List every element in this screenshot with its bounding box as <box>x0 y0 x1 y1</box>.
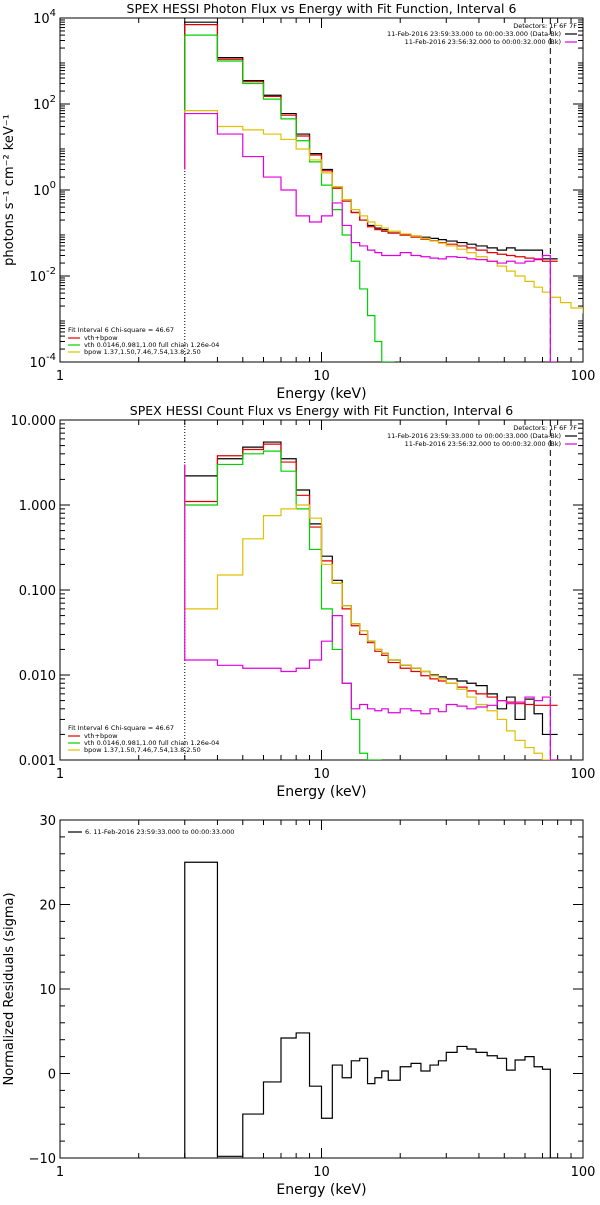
x-tick-label: 1 <box>56 369 64 384</box>
series-line-5 <box>184 112 558 362</box>
y-tick-base: −10 <box>29 1152 56 1167</box>
y-tick-label: 100 <box>33 180 56 199</box>
y-tick-label: 0 <box>48 1068 56 1083</box>
series-line-3 <box>184 450 382 760</box>
fit-legend-header: Fit Interval 6 Chi-square = 46.67 <box>68 724 174 732</box>
y-tick-base: 10 <box>33 12 50 27</box>
y-tick-label: 0.001 <box>19 754 56 769</box>
fit-legend-entry: vth+bpow <box>84 334 118 342</box>
y-tick-label: 10.000 <box>11 414 57 429</box>
y-tick-label: 10 <box>39 983 56 998</box>
legend-entry-text: 6. 11-Feb-2016 23:59:33.000 to 00:00:33.… <box>85 828 234 836</box>
fit-legend-entry: bpow 1.37,1.50,7.46,7.54,13.8,2.50 <box>84 746 201 754</box>
x-tick-label: 10 <box>313 767 330 782</box>
series-line-1 <box>184 441 558 736</box>
y-tick-base: 30 <box>39 814 56 829</box>
y-tick-label: 0.100 <box>19 584 56 599</box>
y-axis-label: photons s⁻¹ cm⁻² keV⁻¹ <box>2 114 17 266</box>
series-group <box>184 861 558 1158</box>
y-tick-exponent: 2 <box>50 94 56 105</box>
chart-panel-2: 1 10 100 0.001 0.010 0.100 1.000 10.000 SPEX HES… <box>11 403 596 800</box>
y-tick-label: 10-2 <box>29 266 56 285</box>
y-tick-label: −10 <box>29 1152 56 1167</box>
series-line-1 <box>184 21 558 260</box>
fit-legend-entry: vth 0.0146,0.981,1.00 full chian 1.26e-0… <box>84 341 219 349</box>
chart-panel-3: 1 10 100 −10 0 10 20 30 Energy (keV) Normalized R… <box>2 814 595 1198</box>
legend-header: Detectors: 1F 6F 7F <box>513 424 577 432</box>
series-line-5 <box>184 464 558 760</box>
y-tick-label: 104 <box>33 8 56 27</box>
y-tick-exponent: 0 <box>50 180 56 191</box>
y-tick-label: 10-4 <box>29 352 56 371</box>
y-tick-exponent: -2 <box>46 266 56 277</box>
legend-entry-text: 11-Feb-2016 23:59:33.000 to 00:00:33.000… <box>387 432 561 440</box>
x-tick-label: 100 <box>571 1165 596 1180</box>
x-tick-label: 100 <box>571 369 596 384</box>
x-tick-label: 10 <box>313 369 330 384</box>
series-line-4 <box>184 110 583 314</box>
legend-entry-text: 11-Feb-2016 23:56:32.000 to 00:00:32.000… <box>405 440 561 448</box>
legend-header: Detectors: 1F 6F 7F <box>513 22 577 30</box>
y-axis-label: Normalized Residuals (sigma) <box>2 892 17 1085</box>
x-axis-label: Energy (keV) <box>276 386 366 402</box>
y-tick-label: 102 <box>33 94 56 113</box>
x-axis-label: Energy (keV) <box>276 1182 366 1198</box>
y-tick-label: 30 <box>39 814 56 829</box>
legend-entry-text: 11-Feb-2016 23:59:33.000 to 00:00:33.000… <box>387 30 561 38</box>
chart-title: SPEX HESSI Count Flux vs Energy with Fit… <box>130 403 513 418</box>
y-tick-base: 10.000 <box>11 414 57 429</box>
y-tick-base: 10 <box>29 270 46 285</box>
y-tick-base: 10 <box>33 184 50 199</box>
series-line-3 <box>184 34 395 362</box>
y-tick-base: 10 <box>33 98 50 113</box>
y-tick-label: 1.000 <box>19 499 56 514</box>
series-group <box>184 441 558 760</box>
x-tick-label: 100 <box>571 767 596 782</box>
y-tick-base: 0.001 <box>19 754 56 769</box>
chart-title: SPEX HESSI Photon Flux vs Energy with Fi… <box>127 1 517 16</box>
fit-legend-entry: vth 0.0146,0.981,1.00 full chian 1.26e-0… <box>84 739 219 747</box>
legend-entry-text: 11-Feb-2016 23:56:32.000 to 00:00:32.000… <box>405 38 561 46</box>
y-tick-base: 1.000 <box>19 499 56 514</box>
y-tick-base: 0.010 <box>19 669 56 684</box>
x-tick-label: 1 <box>56 767 64 782</box>
y-tick-base: 20 <box>39 899 56 914</box>
y-tick-label: 0.010 <box>19 669 56 684</box>
y-tick-base: 10 <box>29 356 46 371</box>
series-group <box>184 21 583 362</box>
fit-legend-entry: bpow 1.37,1.50,7.46,7.54,13.8,2.50 <box>84 348 201 356</box>
y-tick-exponent: 4 <box>50 8 56 19</box>
fit-legend-entry: vth+bpow <box>84 732 118 740</box>
series-line-4 <box>184 464 558 760</box>
plot-frame <box>59 17 584 363</box>
x-tick-label: 1 <box>56 1165 64 1180</box>
y-tick-base: 0.100 <box>19 584 56 599</box>
fit-legend-header: Fit Interval 6 Chi-square = 46.67 <box>68 326 174 334</box>
y-tick-base: 10 <box>39 983 56 998</box>
x-tick-label: 10 <box>313 1165 330 1180</box>
x-axis-label: Energy (keV) <box>276 784 366 800</box>
y-tick-exponent: -4 <box>46 352 56 363</box>
series-line-1 <box>184 861 558 1158</box>
y-tick-base: 0 <box>48 1068 56 1083</box>
y-tick-label: 20 <box>39 899 56 914</box>
